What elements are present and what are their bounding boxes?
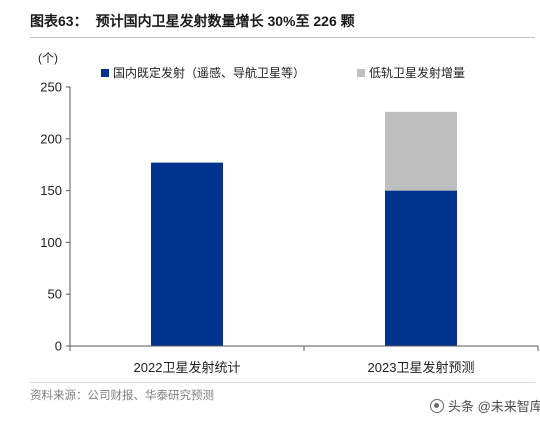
y-tick-label: 250: [40, 80, 62, 95]
y-tick-label: 50: [48, 287, 62, 302]
x-category-label: 2023卫星发射预测: [368, 360, 475, 375]
figure-number: 图表63：: [30, 13, 88, 29]
legend-label-domestic: 国内既定发射（遥感、导航卫星等）: [113, 65, 305, 80]
toutiao-logo-icon: [430, 398, 444, 413]
watermark-text: 头条 @未来智库: [448, 399, 540, 414]
watermark: 头条 @未来智库: [430, 396, 540, 415]
y-tick-label: 200: [40, 131, 62, 146]
y-axis-unit-label: (个): [38, 51, 58, 65]
legend: 国内既定发射（遥感、导航卫星等） 低轨卫星发射增量: [101, 65, 465, 80]
title-divider: [30, 37, 535, 38]
bar-series1-cat1: [385, 111, 457, 191]
y-tick-label: 100: [40, 235, 62, 250]
footer-divider: [30, 382, 535, 383]
bar-series0-cat0: [151, 162, 223, 346]
chart-title: 图表63： 预计国内卫星发射数量增长 30%至 226 颗: [30, 11, 355, 31]
legend-label-leo-increment: 低轨卫星发射增量: [369, 65, 465, 80]
y-tick-label: 0: [55, 339, 62, 354]
x-category-label: 2022卫星发射统计: [134, 360, 241, 375]
legend-swatch-domestic: [101, 69, 109, 77]
source-note: 资料来源：公司财报、华泰研究预测: [30, 390, 214, 402]
bar-series0-cat1: [385, 190, 457, 346]
plot-area: 0 50 100 150 200 250 2022卫星发射统计 2023卫星发射预测: [40, 80, 539, 375]
y-tick-label: 150: [40, 183, 62, 198]
chart-title-text: 预计国内卫星发射数量增长 30%至 226 颗: [95, 13, 355, 29]
legend-swatch-leo-increment: [357, 69, 365, 77]
